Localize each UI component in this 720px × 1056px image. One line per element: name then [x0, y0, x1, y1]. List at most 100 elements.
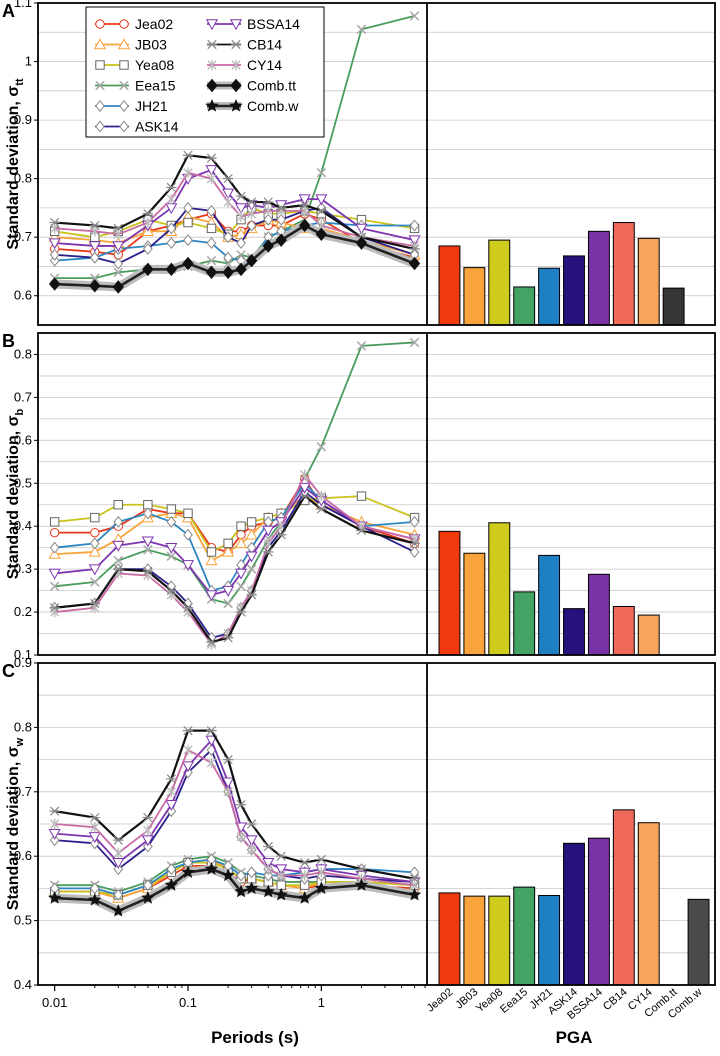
bar-category-label: Eea15 [498, 986, 530, 1016]
bar-jea02 [438, 530, 461, 656]
data-point [89, 812, 100, 823]
data-point [49, 527, 60, 538]
data-point [49, 581, 60, 592]
legend-item-eea15: Eea15 [95, 78, 176, 94]
data-point [88, 545, 101, 557]
data-point [275, 233, 287, 247]
bar-ask14 [563, 255, 585, 326]
data-point [113, 847, 123, 859]
panel-frame [37, 332, 716, 656]
data-point [409, 219, 420, 232]
data-point [263, 869, 274, 882]
data-point [166, 504, 177, 514]
data-point [89, 251, 100, 264]
data-point [49, 541, 60, 554]
data-point [263, 205, 273, 217]
data-point [263, 863, 273, 875]
y-tick-label: 0.7 [14, 784, 32, 799]
bar-jea02 [438, 245, 461, 326]
x-tick-label: 0.1 [179, 995, 197, 1010]
panel-letter: C [2, 661, 15, 681]
data-point [262, 525, 275, 537]
bar-jh21 [538, 894, 561, 986]
legend-marker [119, 100, 129, 112]
series-jea02 [49, 474, 420, 557]
legend-marker [119, 80, 129, 91]
legend-box [85, 6, 325, 138]
y-axis-label-main: Standard deviation, σ [5, 86, 22, 250]
data-point [274, 887, 289, 901]
y-axis-label-main: Standard deviation, σ [5, 415, 22, 579]
data-point [90, 822, 100, 833]
data-point [246, 219, 257, 232]
data-point [262, 239, 274, 253]
data-point [49, 217, 60, 228]
legend-item-combtt: Comb.tt [206, 78, 296, 94]
series-line [54, 867, 415, 913]
y-tick-label: 0.6 [14, 848, 32, 863]
data-point [89, 278, 101, 293]
bar-category-label: CB14 [601, 986, 630, 1013]
y-tick-label: 0.9 [14, 655, 32, 670]
y-tick-label: 0.8 [14, 719, 32, 734]
data-point [113, 257, 124, 270]
data-point [166, 585, 177, 596]
data-point [299, 469, 310, 480]
data-point [223, 251, 233, 264]
bar-jb03 [463, 895, 486, 986]
x-tick-label: 0.01 [42, 995, 67, 1010]
data-point [142, 209, 154, 219]
series-line [54, 486, 415, 596]
legend-marker [207, 59, 217, 71]
legend-marker [95, 100, 105, 112]
y-tick-label: 0.5 [14, 913, 32, 928]
y-tick-label: 0.4 [14, 977, 32, 992]
data-point [276, 870, 286, 881]
data-point [234, 884, 248, 898]
series-bssa14 [48, 165, 421, 253]
legend-label: CY14 [247, 57, 282, 73]
series-line [54, 739, 415, 883]
data-point [408, 256, 421, 271]
data-point [263, 197, 274, 207]
data-point [142, 812, 154, 823]
data-point [206, 637, 217, 647]
bar-jea02 [438, 892, 461, 986]
data-point [316, 867, 327, 878]
data-point [222, 585, 235, 597]
y-axis-label-subscript: w [14, 737, 26, 747]
data-point [409, 545, 420, 558]
series-cb14 [49, 150, 420, 254]
bars-layer [438, 222, 710, 986]
data-point [113, 863, 124, 876]
data-point [141, 536, 154, 548]
data-point [235, 262, 247, 277]
legend-marker [93, 38, 107, 50]
data-point [206, 223, 217, 234]
panel-frame [37, 662, 716, 986]
data-point [142, 566, 154, 576]
bar-jh21 [538, 267, 561, 326]
y-axis-label-subscript: b [14, 408, 26, 415]
data-point [236, 581, 246, 592]
data-point [183, 234, 193, 247]
legend-marker [206, 39, 218, 50]
data-point [89, 220, 100, 231]
data-point [236, 521, 246, 531]
data-point [222, 633, 234, 643]
data-point [221, 868, 235, 882]
y-tick-label: 1 [25, 54, 32, 69]
data-point [166, 551, 177, 562]
legend-item-combw: Comb.w [205, 98, 299, 114]
legend-item-ask14: ASK14 [95, 119, 179, 135]
data-point [87, 892, 102, 906]
data-point [113, 555, 124, 566]
data-point [89, 537, 100, 550]
data-point [316, 854, 327, 865]
data-point [223, 598, 233, 609]
data-point [90, 527, 100, 538]
bar-yea08 [488, 239, 511, 326]
data-point [206, 725, 217, 736]
y-tick-label: 0.9 [14, 112, 32, 127]
data-point [141, 890, 155, 904]
